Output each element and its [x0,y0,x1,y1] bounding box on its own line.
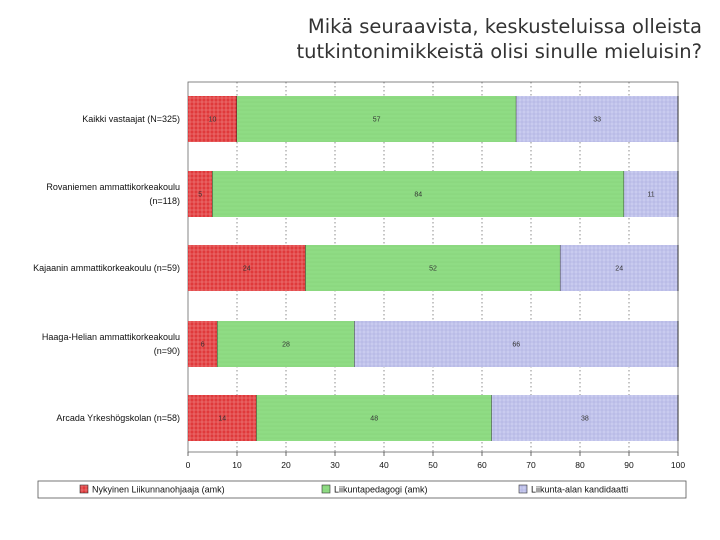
legend-swatch [79,484,89,494]
bar-segment [188,245,306,291]
legend-label: Liikunta-alan kandidaatti [531,485,628,495]
data-label: 24 [615,266,623,273]
bar-segment [491,395,678,441]
category-label: Haaga-Helian ammattikorkeakoulu [42,332,180,342]
data-label: 14 [218,416,226,423]
data-label: 10 [209,117,217,124]
category-label: (n=90) [154,346,180,356]
bar-segment [188,395,257,441]
data-label: 5 [198,192,202,199]
chart-title-line-1: Mikä seuraavista, keskusteluissa olleist… [307,15,702,38]
x-axis: 0 10 20 30 40 50 60 70 80 90 100 [186,452,685,470]
data-label: 48 [370,416,378,423]
bars: 10 57 33 5 84 11 24 52 24 6 28 66 14 48 38 [188,96,679,441]
x-tick-label: 0 [186,460,191,470]
category-label: Kaikki vastaajat (N=325) [82,114,180,124]
data-label: 6 [201,342,205,349]
category-label: Rovaniemen ammattikorkeakoulu [46,182,180,192]
x-tick-label: 100 [671,460,685,470]
data-label: 28 [282,342,290,349]
bar-segment [560,245,678,291]
data-label: 11 [647,192,654,199]
bar-segment [217,321,355,367]
legend-label: Nykyinen Liikunnanohjaaja (amk) [92,485,225,495]
x-tick-label: 20 [281,460,291,470]
x-tick-label: 10 [232,460,242,470]
category-labels: Kaikki vastaajat (N=325) Rovaniemen ammat… [33,114,180,423]
bar-segment [305,245,561,291]
bar-segment [516,96,678,142]
data-label: 38 [581,416,589,423]
x-tick-label: 40 [379,460,389,470]
legend-swatch [518,484,528,494]
data-label: 57 [373,117,381,124]
x-tick-label: 70 [526,460,536,470]
legend: Nykyinen Liikunnanohjaaja (amk) Liikuntap… [37,480,687,499]
data-label: 84 [414,192,422,199]
category-label: (n=118) [149,196,180,206]
chart-title: Mikä seuraavista, keskusteluissa olleist… [142,14,702,64]
bar-segment [354,321,678,367]
legend-swatch [321,484,331,494]
x-tick-label: 60 [477,460,487,470]
bar-segment [188,321,218,367]
data-label: 33 [593,117,601,124]
legend-label: Liikuntapedagogi (amk) [334,485,428,495]
data-label: 52 [429,266,437,273]
bar-segment [256,395,492,441]
bar-segment [188,96,237,142]
data-label: 24 [243,266,251,273]
bar-segment [212,171,625,217]
chart-title-line-2: tutkintonimikkeistä olisi sinulle mielui… [296,40,702,63]
data-label: 66 [512,342,520,349]
x-tick-label: 80 [575,460,585,470]
x-tick-label: 90 [624,460,634,470]
bar-segment [188,171,213,217]
category-label: Kajaanin ammattikorkeakoulu (n=59) [33,263,180,273]
x-tick-label: 50 [428,460,438,470]
bar-segment [624,171,678,217]
bar-segment [237,96,517,142]
category-label: Arcada Yrkeshögskolan (n=58) [56,413,180,423]
x-tick-label: 30 [330,460,340,470]
